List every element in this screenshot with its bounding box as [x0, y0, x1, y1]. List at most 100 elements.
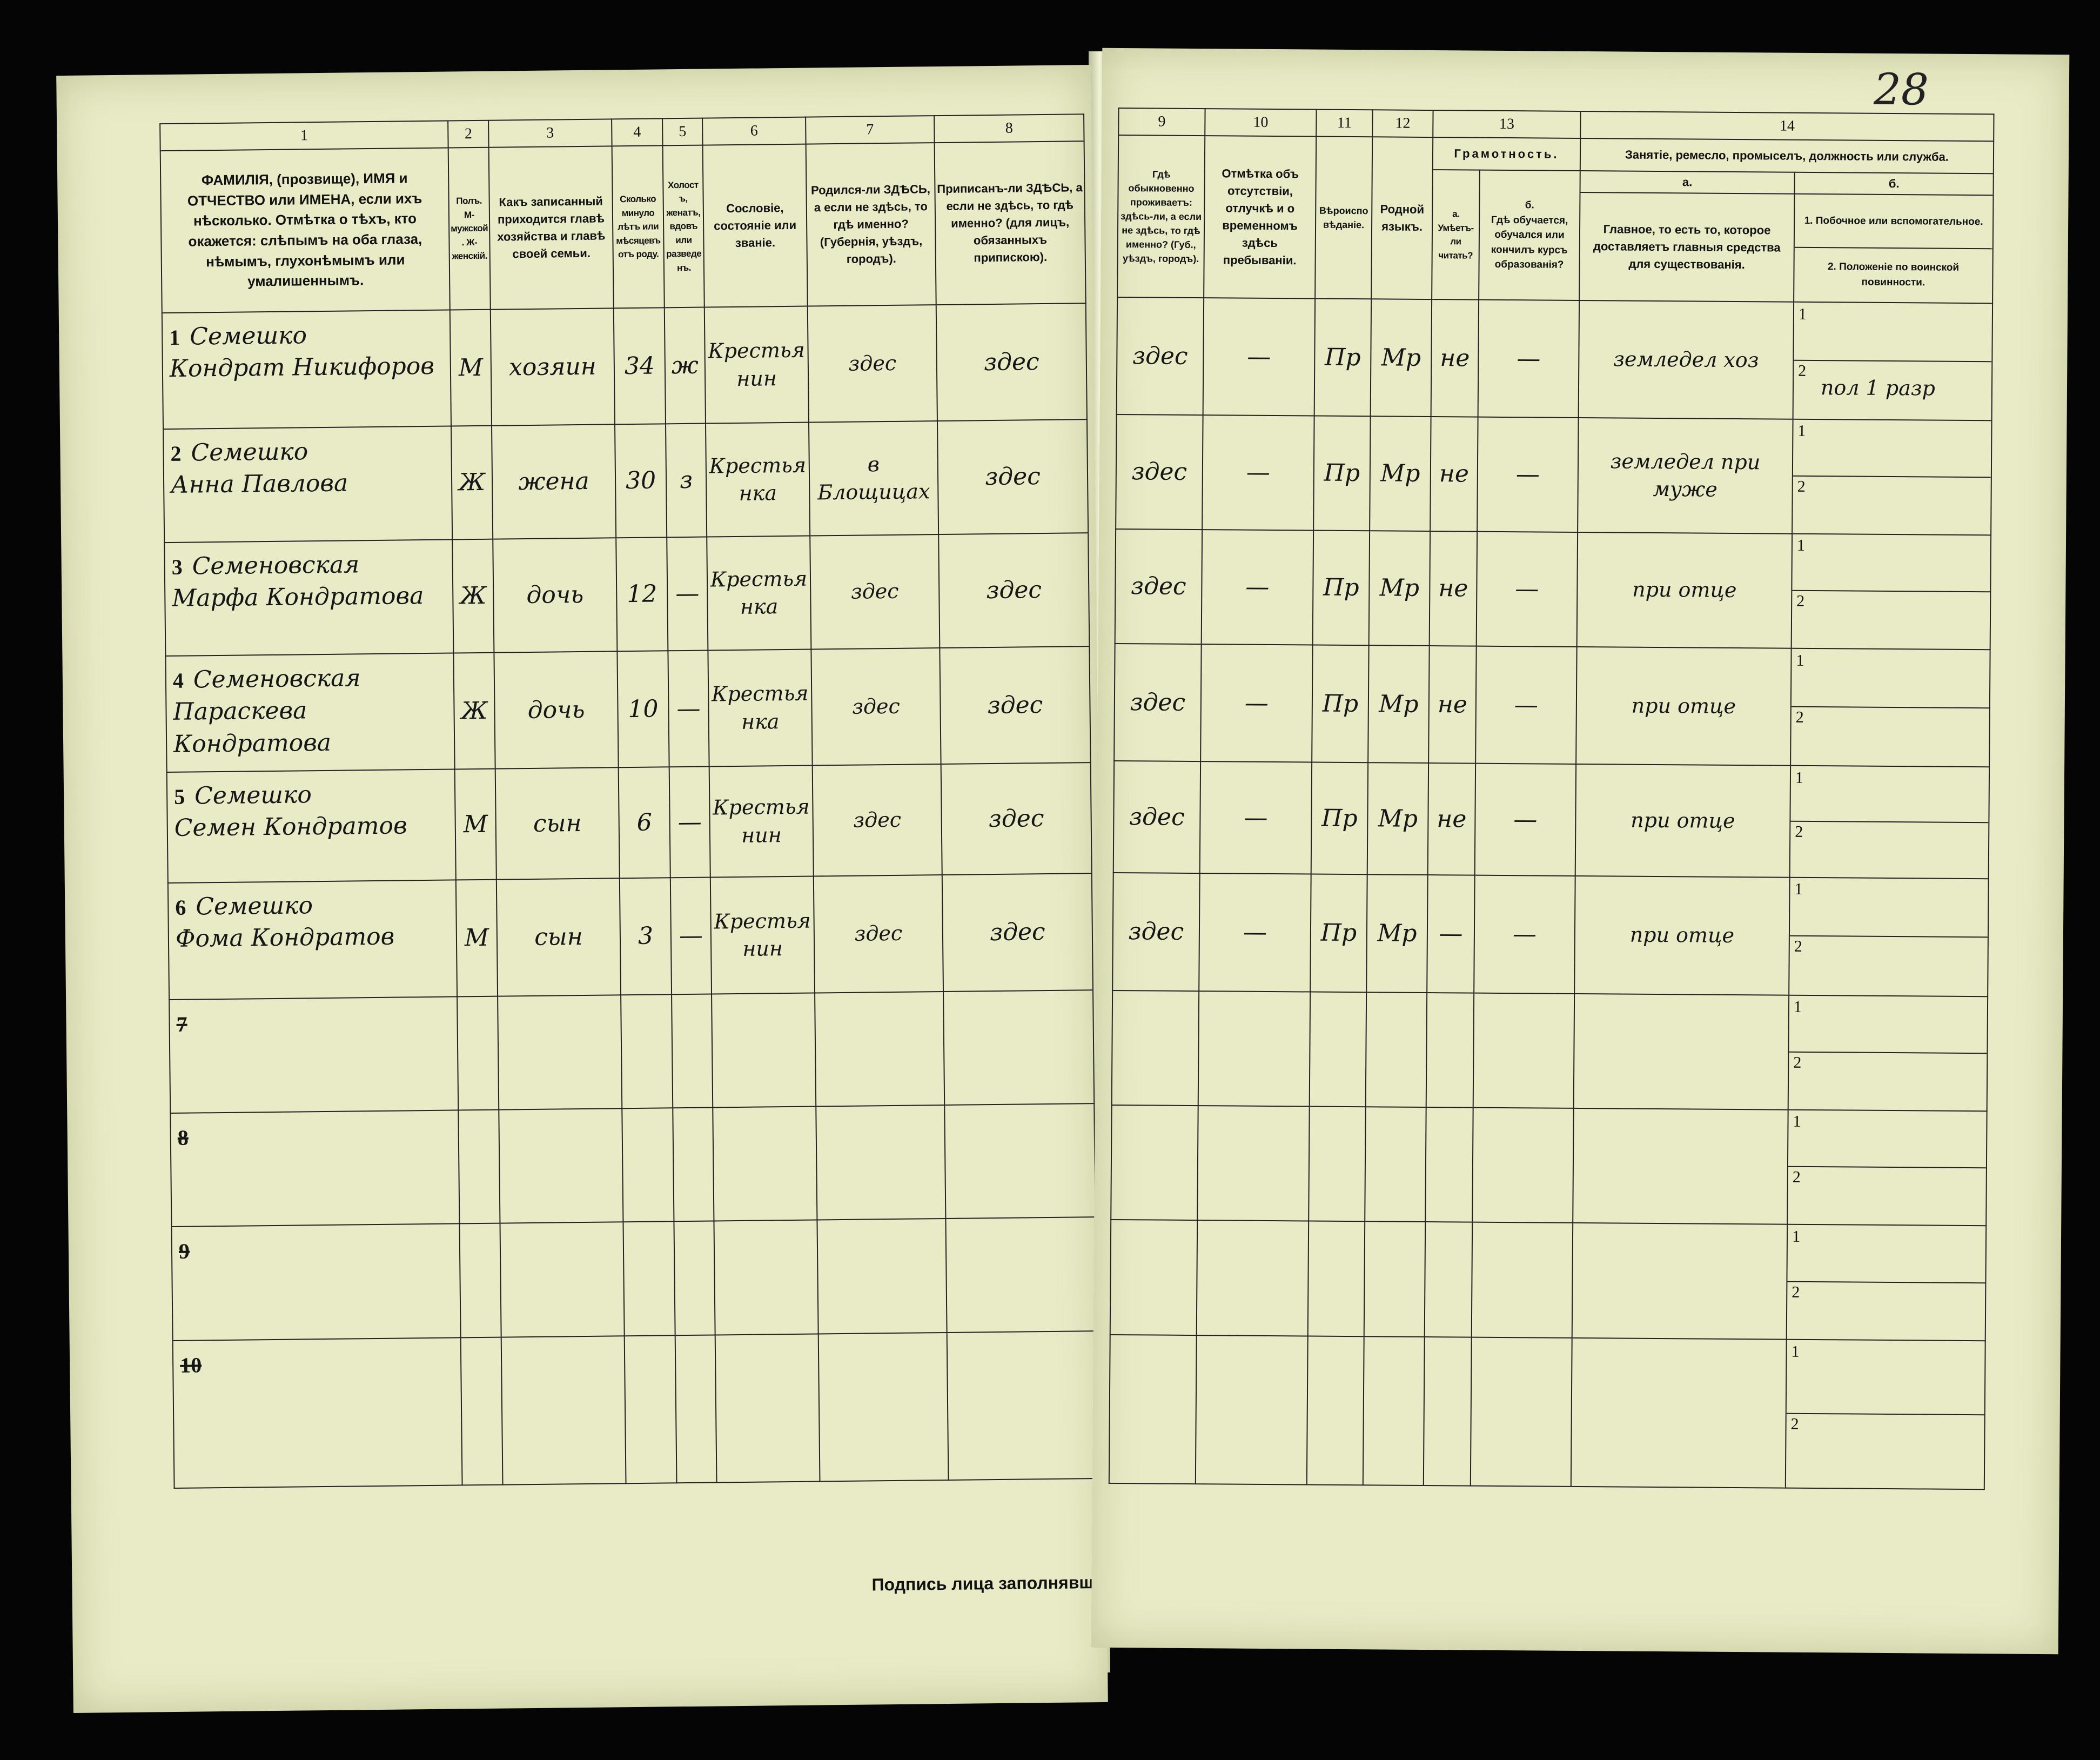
resides-cell[interactable]: здес [1116, 414, 1203, 530]
name-cell[interactable]: 8 [170, 1110, 460, 1227]
resides-cell[interactable]: здес [1112, 872, 1200, 992]
name-cell[interactable]: 1 Семешко Кондрат Никифоров [162, 310, 452, 430]
language-cell[interactable]: Мр [1367, 762, 1429, 875]
registered-cell[interactable]: здес [941, 762, 1092, 875]
occupation-cell[interactable]: при отце [1574, 875, 1790, 995]
side-occupation-subcell[interactable]: 1 [1788, 1111, 1987, 1169]
absence-cell[interactable]: — [1201, 530, 1314, 645]
estate-cell[interactable] [712, 993, 816, 1108]
religion-cell[interactable]: Пр [1312, 530, 1370, 646]
education-cell[interactable]: — [1474, 763, 1576, 876]
registered-cell[interactable] [947, 1331, 1098, 1480]
literate-cell[interactable]: не [1428, 646, 1477, 764]
military-subcell[interactable]: 2 [1792, 591, 1990, 648]
estate-cell[interactable]: Крестьянин [710, 876, 815, 994]
occupation-cell[interactable]: при отце [1576, 532, 1793, 648]
estate-cell[interactable] [714, 1220, 818, 1335]
military-subcell[interactable]: 2 [1793, 477, 1991, 534]
name-cell[interactable]: 2 Семешко Анна Павлова [163, 426, 453, 543]
resides-cell[interactable] [1111, 1105, 1198, 1221]
marital-cell[interactable]: — [669, 766, 710, 878]
side-occupation-subcell[interactable]: 1 [1789, 879, 1988, 938]
relation-cell[interactable]: сын [495, 767, 620, 880]
occupation-cell[interactable]: при отце [1575, 764, 1791, 878]
education-cell[interactable] [1470, 1337, 1572, 1487]
relation-cell[interactable]: хозяин [490, 308, 615, 426]
age-cell[interactable]: 6 [618, 767, 670, 879]
relation-cell[interactable] [498, 995, 622, 1110]
literate-cell[interactable]: не [1430, 417, 1478, 532]
estate-cell[interactable]: Крестьянка [705, 422, 810, 537]
side-occupation-subcell[interactable]: 1 [1792, 535, 1991, 593]
relation-cell[interactable] [500, 1222, 625, 1337]
language-cell[interactable]: Мр [1368, 645, 1430, 764]
name-cell[interactable]: 6 Семешко Фома Кондратов [167, 880, 458, 1000]
sex-cell[interactable] [458, 1109, 500, 1224]
relation-cell[interactable] [501, 1336, 626, 1485]
born-cell[interactable]: здес [811, 648, 941, 766]
estate-cell[interactable] [713, 1106, 817, 1221]
side-occupation-subcell[interactable]: 1 [1786, 1341, 1985, 1415]
absence-cell[interactable] [1196, 1220, 1309, 1336]
occupation-cell[interactable] [1571, 1337, 1787, 1488]
marital-cell[interactable] [674, 1221, 715, 1336]
born-cell[interactable]: здес [807, 305, 937, 423]
resides-cell[interactable]: здес [1113, 760, 1201, 874]
marital-cell[interactable]: — [670, 877, 712, 995]
marital-cell[interactable] [672, 994, 713, 1108]
religion-cell[interactable] [1309, 992, 1367, 1107]
religion-cell[interactable] [1307, 1221, 1365, 1337]
education-cell[interactable]: — [1475, 646, 1577, 764]
marital-cell[interactable] [673, 1107, 714, 1222]
literate-cell[interactable] [1426, 993, 1474, 1108]
born-cell[interactable] [817, 1218, 947, 1334]
relation-cell[interactable]: дочь [493, 538, 618, 653]
religion-cell[interactable] [1309, 1106, 1366, 1222]
education-cell[interactable]: — [1474, 875, 1575, 994]
name-cell[interactable]: 4 Семеновская Параскева Кондратова [165, 653, 455, 773]
military-subcell[interactable]: 2 [1790, 821, 1989, 877]
military-subcell[interactable]: 2 [1788, 1167, 1986, 1224]
sex-cell[interactable] [460, 1337, 503, 1485]
marital-cell[interactable]: ж [664, 307, 706, 424]
born-cell[interactable] [818, 1332, 949, 1482]
born-cell[interactable]: здес [812, 764, 942, 876]
absence-cell[interactable] [1198, 991, 1311, 1107]
resides-cell[interactable]: здес [1116, 297, 1204, 416]
registered-cell[interactable] [944, 1103, 1096, 1219]
marital-cell[interactable]: з [665, 423, 707, 538]
age-cell[interactable] [623, 1221, 675, 1336]
estate-cell[interactable]: Крестьянка [707, 536, 811, 651]
occupation-cell[interactable] [1572, 1222, 1788, 1340]
age-cell[interactable] [622, 1108, 674, 1222]
occupation-cell[interactable] [1573, 1108, 1788, 1224]
education-cell[interactable] [1471, 1222, 1573, 1338]
religion-cell[interactable]: Пр [1312, 645, 1369, 763]
sex-cell[interactable]: Ж [452, 539, 494, 653]
sex-cell[interactable]: Ж [453, 652, 495, 769]
resides-cell[interactable] [1109, 1334, 1197, 1484]
absence-cell[interactable] [1197, 1106, 1310, 1221]
language-cell[interactable]: Мр [1368, 531, 1431, 646]
registered-cell[interactable] [943, 990, 1095, 1105]
relation-cell[interactable]: сын [496, 878, 621, 996]
side-occupation-subcell[interactable]: 1 [1787, 1226, 1986, 1283]
side-occupation-subcell[interactable]: 1 [1793, 420, 1991, 478]
resides-cell[interactable]: здес [1114, 643, 1202, 762]
military-subcell[interactable]: 2 [1787, 1282, 1985, 1339]
name-cell[interactable]: 3 Семеновская Марфа Кондратова [164, 539, 454, 657]
sex-cell[interactable] [457, 996, 499, 1110]
education-cell[interactable] [1473, 993, 1575, 1108]
language-cell[interactable] [1363, 1336, 1425, 1486]
resides-cell[interactable] [1110, 1219, 1198, 1336]
side-occupation-subcell[interactable]: 1 [1791, 650, 1990, 708]
born-cell[interactable]: в Блощицах [808, 421, 939, 536]
literate-cell[interactable] [1425, 1107, 1473, 1222]
literate-cell[interactable]: — [1427, 875, 1475, 993]
occupation-cell[interactable] [1573, 993, 1789, 1110]
language-cell[interactable] [1365, 992, 1427, 1108]
